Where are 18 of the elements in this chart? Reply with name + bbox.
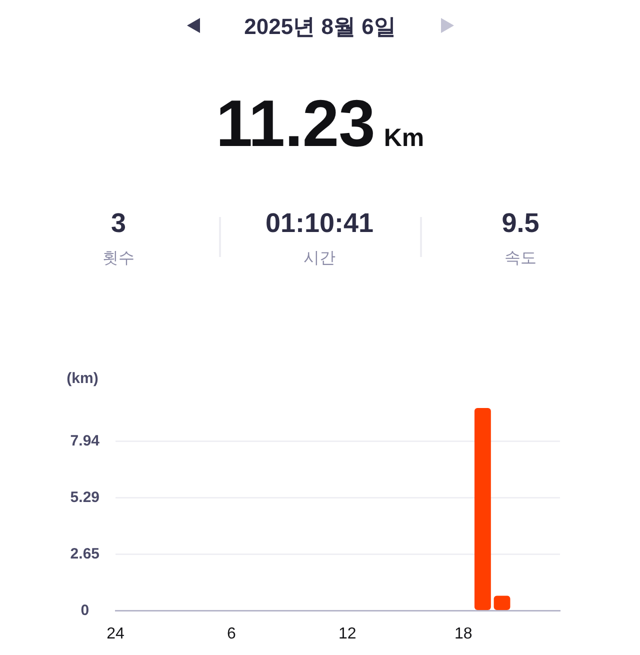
text: 11.23: [216, 86, 375, 160]
x-tick-label: 6: [227, 626, 236, 643]
text: 속도: [504, 249, 538, 269]
text: Km: [384, 124, 424, 153]
y-tick-label: 0: [80, 602, 90, 619]
x-tick-label: 18: [454, 626, 472, 643]
y-tick-label: 2.65: [70, 545, 100, 562]
y-axis-title: (km): [66, 370, 98, 388]
text: 3: [110, 207, 128, 239]
text: 횟수: [102, 249, 136, 269]
x-tick-label: 24: [106, 626, 124, 643]
text: 01:10:41: [264, 207, 375, 239]
chart-title: 2025년 8월 6일: [243, 13, 397, 41]
text: 9.5: [500, 207, 540, 239]
text: 시간: [302, 249, 336, 269]
x-tick-label: 12: [338, 626, 356, 643]
y-tick-label: 5.29: [70, 488, 100, 506]
y-tick-label: 7.94: [70, 432, 100, 450]
